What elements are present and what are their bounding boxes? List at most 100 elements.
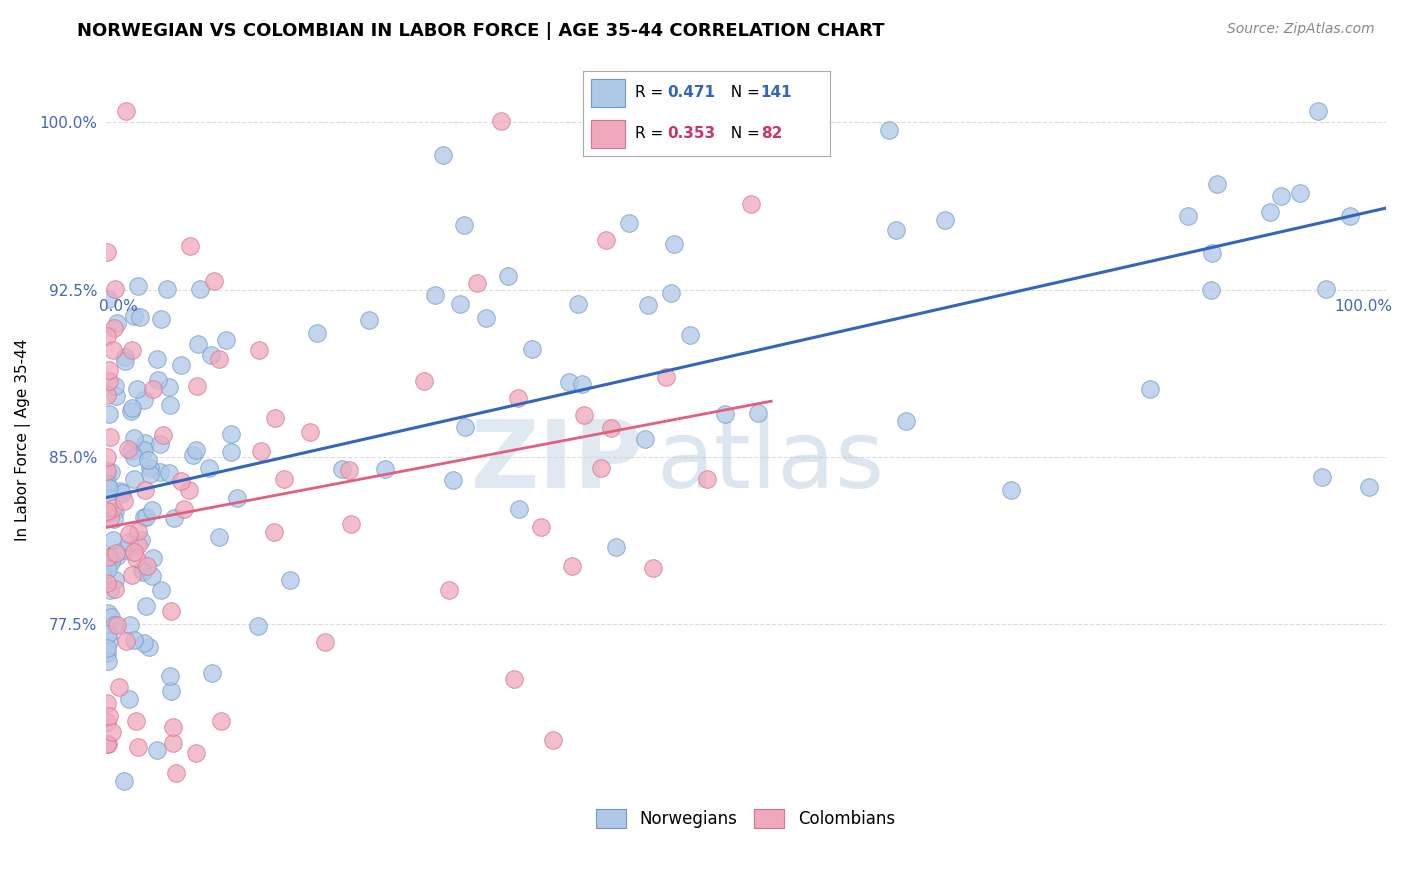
Point bbox=[97, 654, 120, 668]
Point bbox=[100, 465, 122, 479]
Point bbox=[474, 311, 496, 326]
Point bbox=[437, 583, 460, 598]
Point bbox=[747, 406, 769, 420]
Point bbox=[263, 411, 285, 425]
Point bbox=[101, 533, 124, 547]
Point bbox=[132, 565, 155, 579]
Point bbox=[209, 714, 232, 728]
FancyBboxPatch shape bbox=[591, 79, 626, 107]
Point bbox=[98, 494, 121, 508]
Point bbox=[184, 442, 207, 457]
Point bbox=[219, 426, 242, 441]
Point bbox=[96, 388, 118, 402]
Text: 0.0%: 0.0% bbox=[100, 299, 138, 314]
Point bbox=[96, 244, 118, 259]
Point bbox=[1201, 245, 1223, 260]
Point bbox=[142, 550, 165, 565]
Point bbox=[97, 505, 120, 519]
Text: atlas: atlas bbox=[657, 416, 884, 508]
Point bbox=[101, 549, 124, 563]
Point bbox=[160, 604, 183, 618]
Point bbox=[1315, 282, 1337, 296]
Point bbox=[114, 634, 136, 648]
Point bbox=[186, 379, 208, 393]
Point bbox=[96, 329, 118, 343]
Point bbox=[105, 618, 128, 632]
Point bbox=[127, 279, 149, 293]
Point bbox=[146, 373, 169, 387]
FancyBboxPatch shape bbox=[591, 120, 626, 147]
Point bbox=[100, 555, 122, 569]
Point bbox=[508, 391, 530, 405]
Point bbox=[1358, 480, 1381, 494]
Point bbox=[135, 599, 157, 613]
Point bbox=[337, 463, 360, 477]
Point bbox=[508, 501, 530, 516]
Point bbox=[97, 562, 120, 576]
Point bbox=[664, 236, 686, 251]
Text: ZIP: ZIP bbox=[471, 416, 643, 508]
Point bbox=[496, 269, 519, 284]
Point bbox=[112, 494, 135, 508]
Point bbox=[314, 634, 336, 648]
Point bbox=[894, 414, 917, 428]
Point bbox=[184, 746, 207, 760]
Point bbox=[96, 646, 118, 660]
Point bbox=[202, 274, 225, 288]
Point bbox=[117, 442, 139, 456]
Point bbox=[558, 375, 581, 389]
Point bbox=[127, 739, 149, 754]
Point bbox=[599, 420, 621, 434]
Point bbox=[98, 510, 121, 524]
Point bbox=[139, 461, 162, 475]
Point bbox=[124, 550, 146, 565]
Point bbox=[103, 321, 125, 335]
Point bbox=[105, 389, 128, 403]
Point bbox=[173, 502, 195, 516]
Point bbox=[127, 524, 149, 538]
Point bbox=[122, 432, 145, 446]
Point bbox=[96, 292, 118, 306]
Text: R =: R = bbox=[636, 86, 668, 101]
Point bbox=[125, 382, 148, 396]
Point bbox=[214, 333, 236, 347]
Point bbox=[413, 375, 436, 389]
Point bbox=[132, 443, 155, 458]
Point bbox=[104, 282, 127, 296]
Point bbox=[134, 636, 156, 650]
Point bbox=[543, 732, 565, 747]
Point bbox=[165, 766, 187, 780]
Point bbox=[96, 714, 118, 729]
Point bbox=[121, 343, 143, 357]
Point bbox=[453, 420, 475, 434]
Point bbox=[96, 738, 118, 752]
Point bbox=[160, 683, 183, 698]
Point bbox=[111, 486, 134, 500]
Point bbox=[170, 474, 193, 488]
Point bbox=[179, 239, 201, 253]
Point bbox=[659, 285, 682, 300]
Point bbox=[131, 563, 153, 577]
Point bbox=[100, 610, 122, 624]
Text: 141: 141 bbox=[761, 86, 792, 101]
Point bbox=[491, 114, 513, 128]
Point bbox=[150, 312, 173, 326]
Point bbox=[441, 473, 464, 487]
Point bbox=[187, 336, 209, 351]
Point bbox=[714, 408, 737, 422]
Point bbox=[103, 512, 125, 526]
Point bbox=[591, 461, 613, 475]
Point bbox=[605, 540, 627, 554]
Point bbox=[340, 517, 363, 532]
Point bbox=[1310, 470, 1333, 484]
Point bbox=[159, 669, 181, 683]
Point bbox=[101, 500, 124, 515]
Point bbox=[122, 545, 145, 559]
Point bbox=[105, 549, 128, 563]
Point bbox=[520, 342, 543, 356]
Point bbox=[97, 481, 120, 495]
Text: NORWEGIAN VS COLOMBIAN IN LABOR FORCE | AGE 35-44 CORRELATION CHART: NORWEGIAN VS COLOMBIAN IN LABOR FORCE | … bbox=[77, 22, 884, 40]
Point bbox=[105, 546, 128, 560]
Point bbox=[117, 692, 139, 706]
Point bbox=[156, 282, 179, 296]
